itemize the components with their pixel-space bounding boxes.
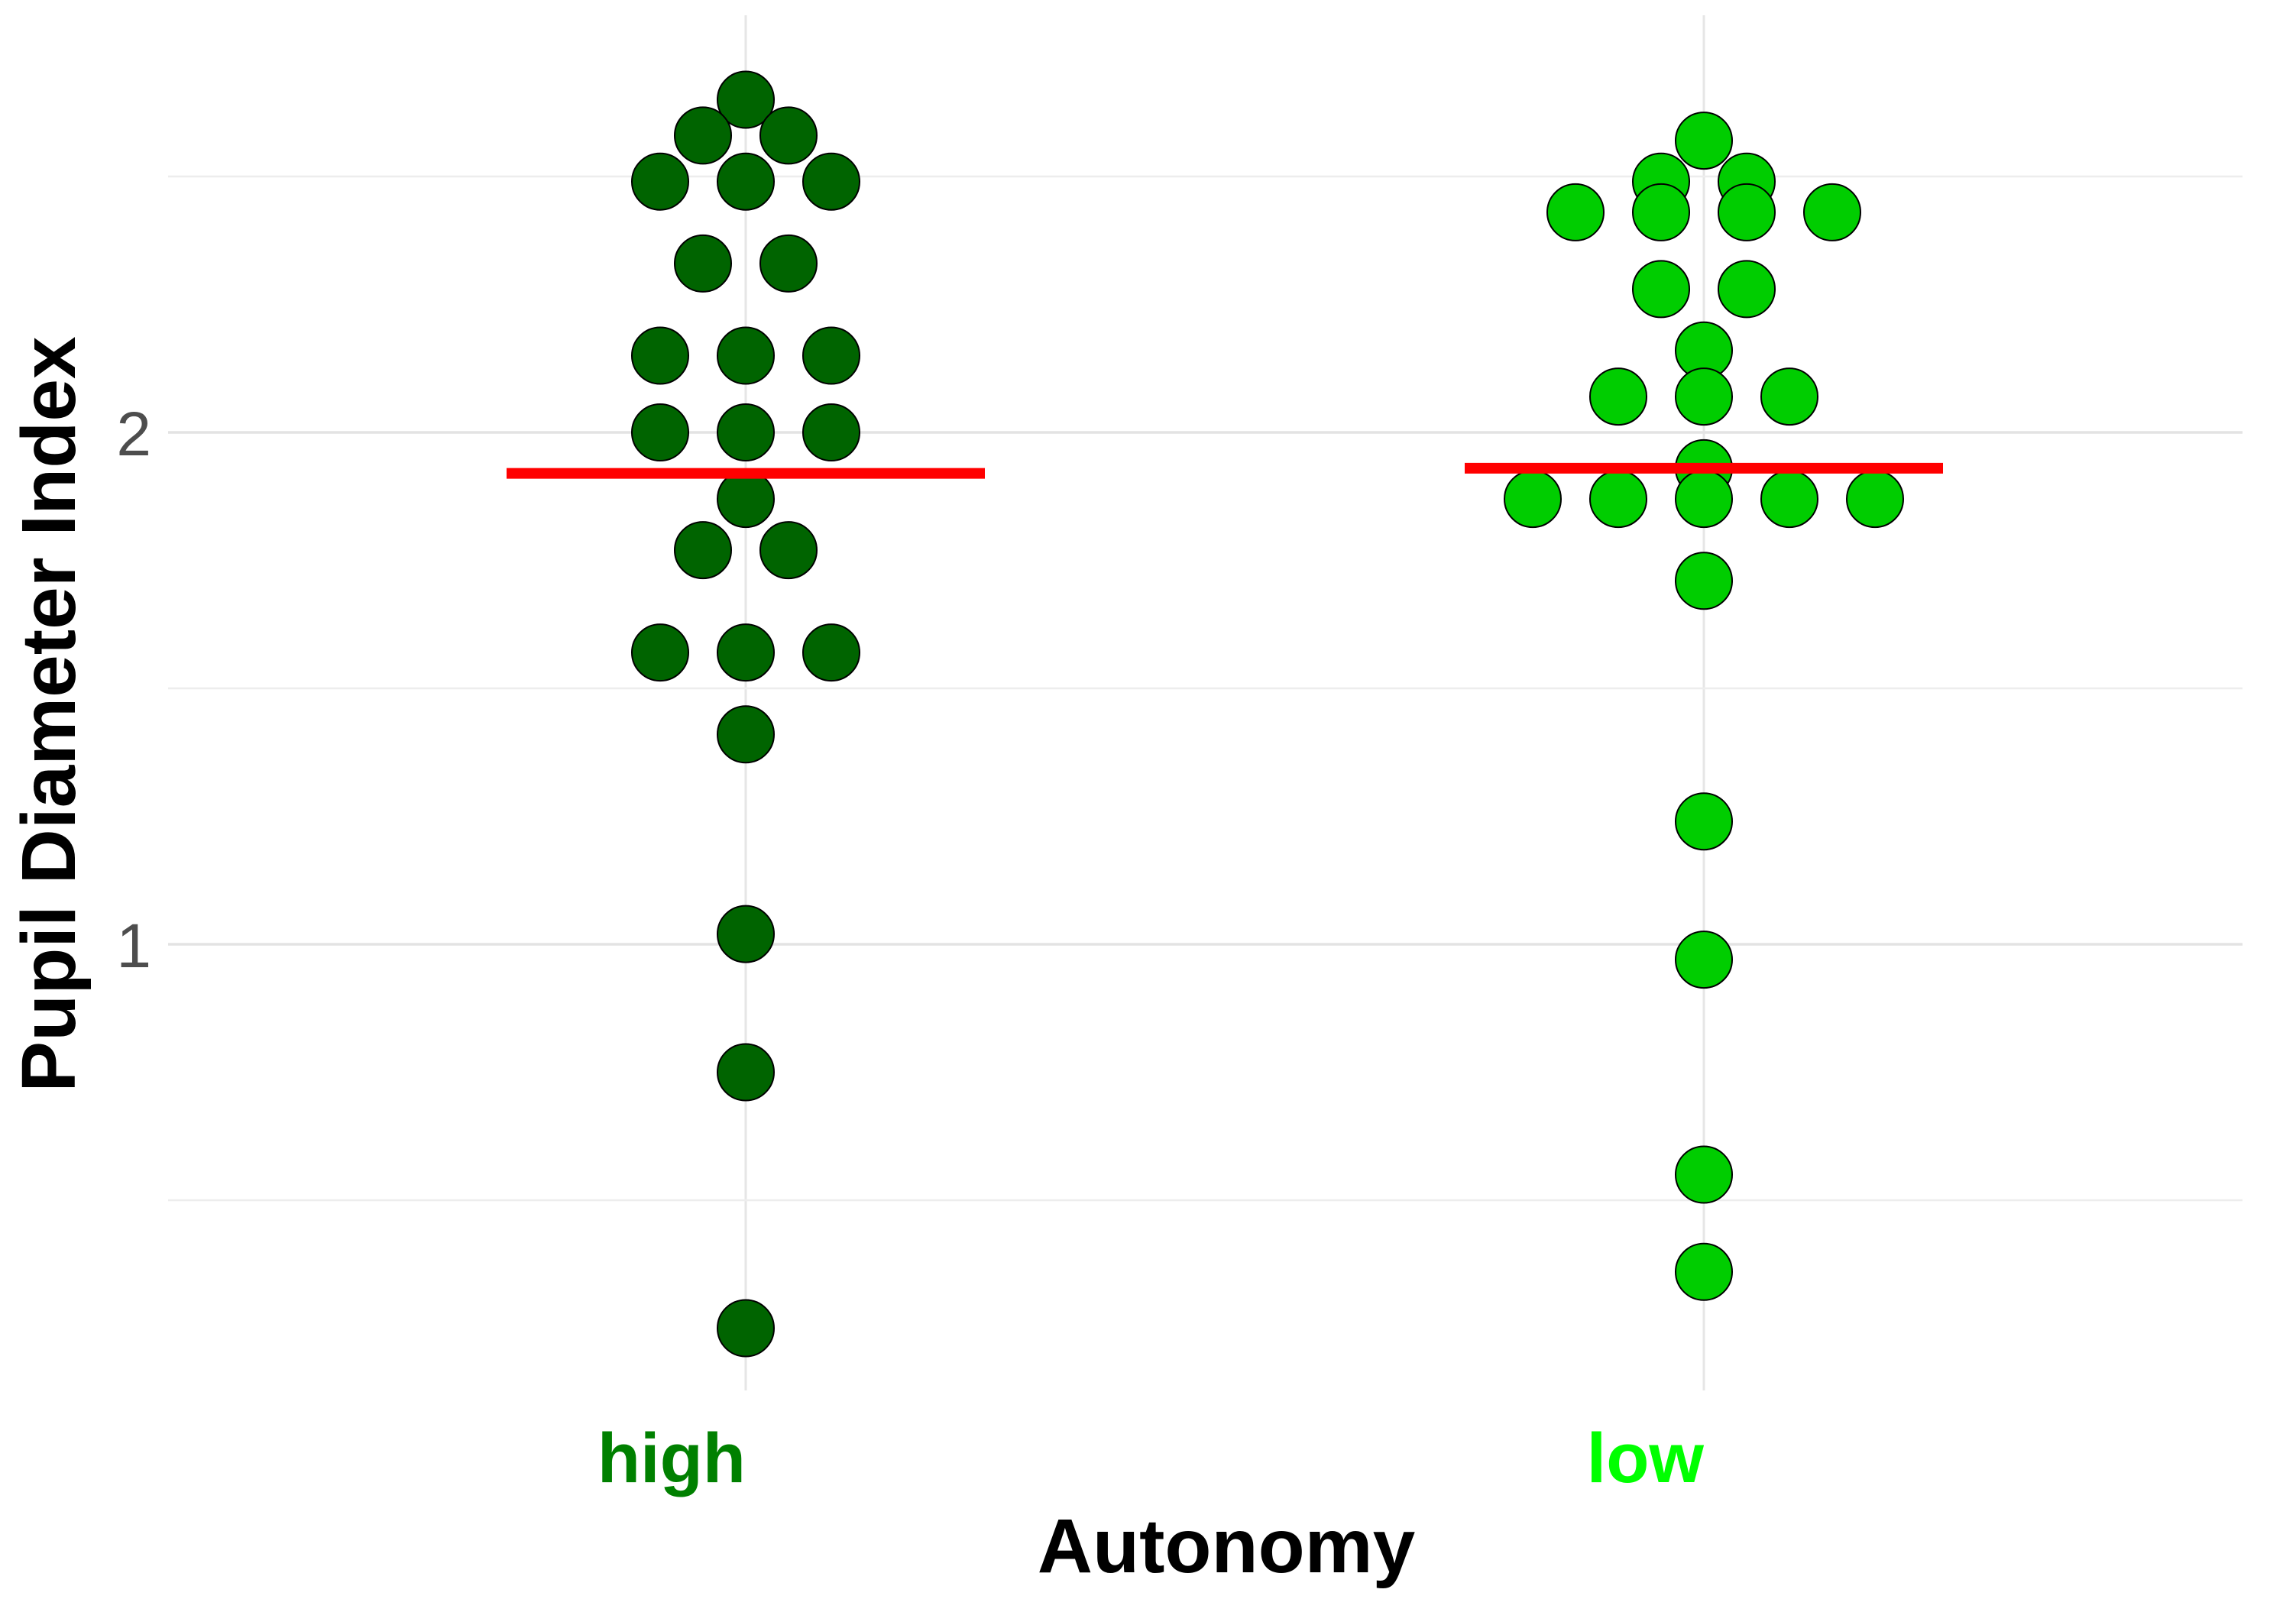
data-point-high (717, 152, 775, 211)
data-point-low (1632, 260, 1690, 319)
y-tick-label: 1 (116, 911, 151, 981)
data-point-low (1675, 367, 1733, 426)
data-point-high (631, 326, 689, 385)
y-axis-title: Pupil Diameter Index (6, 336, 92, 1092)
x-category-labels: high low (597, 1419, 1705, 1497)
y-tick-label: 2 (116, 400, 151, 469)
data-point-high (802, 403, 860, 461)
data-point-low (1718, 183, 1776, 241)
data-point-low (1546, 183, 1605, 241)
data-point-high (717, 705, 775, 764)
data-point-low (1675, 552, 1733, 610)
data-point-low (1760, 367, 1818, 426)
data-point-high (802, 152, 860, 211)
data-point-high (717, 623, 775, 682)
mean-lines (507, 462, 1943, 479)
x-axis-title: Autonomy (1038, 1504, 1416, 1589)
data-point-low (1675, 470, 1733, 529)
data-point-high (674, 521, 732, 580)
data-point-high (631, 403, 689, 461)
data-point-low (1589, 367, 1647, 426)
x-tick-label-low: low (1587, 1419, 1705, 1497)
data-point-low (1675, 112, 1733, 170)
data-point-high (717, 1299, 775, 1358)
data-point-high (802, 326, 860, 385)
data-point-low (1675, 931, 1733, 989)
data-point-high (631, 623, 689, 682)
data-point-low (1675, 792, 1733, 851)
data-point-high (717, 1043, 775, 1102)
data-point-low (1803, 183, 1861, 241)
data-point-low (1718, 260, 1776, 319)
data-point-low (1632, 183, 1690, 241)
data-point-low (1675, 1145, 1733, 1204)
data-point-low (1504, 470, 1562, 529)
data-point-high (802, 623, 860, 682)
data-point-high (717, 905, 775, 963)
data-point-high (717, 70, 775, 129)
data-point-low (1675, 1242, 1733, 1301)
grid-layer (168, 15, 2243, 1390)
data-point-high (759, 234, 818, 293)
data-point-high (759, 106, 818, 165)
points-layer (631, 70, 1904, 1358)
data-point-high (717, 470, 775, 529)
data-point-high (759, 521, 818, 580)
data-point-high (674, 234, 732, 293)
y-tick-labels: 12 (116, 400, 151, 981)
data-point-high (631, 152, 689, 211)
data-point-low (1589, 470, 1647, 529)
data-point-high (717, 326, 775, 385)
x-tick-label-high: high (597, 1419, 746, 1497)
data-point-high (674, 106, 732, 165)
data-point-low (1846, 470, 1904, 529)
data-point-low (1760, 470, 1818, 529)
data-point-high (717, 403, 775, 461)
